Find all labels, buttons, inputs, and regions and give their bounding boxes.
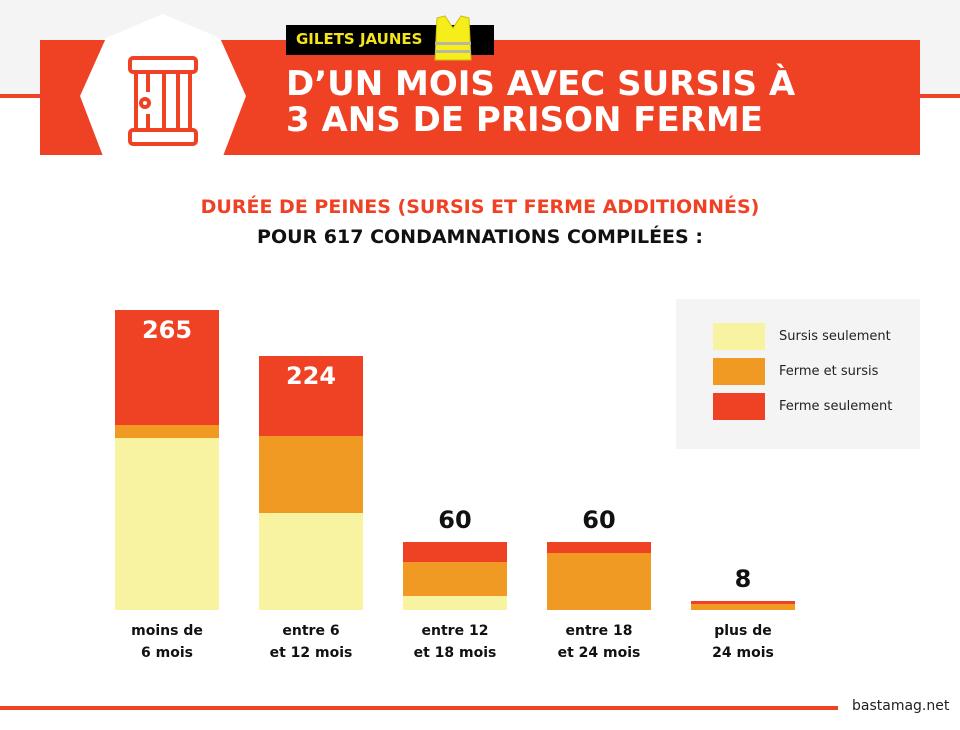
prison-door-icon bbox=[80, 14, 246, 164]
bar-segment bbox=[547, 542, 651, 554]
bar-segment bbox=[403, 596, 507, 610]
x-tick-label-line: 24 mois bbox=[712, 645, 774, 661]
data-label: 60 bbox=[582, 506, 616, 535]
bar-segment bbox=[547, 553, 651, 610]
data-label: 8 bbox=[734, 564, 752, 593]
x-tick-label: entre 18 et 24 mois bbox=[527, 620, 671, 664]
data-label: 60 bbox=[438, 506, 472, 535]
legend-item-ferme-sursis: Ferme et sursis bbox=[713, 358, 878, 385]
x-tick-label-line: entre 18 bbox=[565, 623, 633, 639]
data-label: 224 bbox=[285, 362, 337, 391]
x-tick-label-line: et 24 mois bbox=[557, 645, 641, 661]
x-tick-label-line: entre 6 bbox=[282, 623, 340, 639]
bar-segment bbox=[403, 562, 507, 597]
x-tick-label: entre 12 et 18 mois bbox=[383, 620, 527, 664]
legend-item-ferme: Ferme seulement bbox=[713, 393, 892, 420]
yellow-vest-icon bbox=[434, 15, 472, 61]
x-tick-label-line: et 18 mois bbox=[413, 645, 497, 661]
x-tick-label: moins de 6 mois bbox=[95, 620, 239, 664]
bar-segment bbox=[115, 310, 219, 426]
x-tick-label-line: plus de bbox=[714, 623, 772, 639]
bar-segment bbox=[259, 435, 363, 513]
x-tick-label: entre 6 et 12 mois bbox=[239, 620, 383, 664]
legend-swatch bbox=[713, 358, 765, 385]
legend-swatch bbox=[713, 393, 765, 420]
bar-segment bbox=[115, 437, 219, 610]
chart-legend: Sursis seulement Ferme et sursis Ferme s… bbox=[676, 299, 920, 449]
bar-segment bbox=[115, 425, 219, 438]
x-tick-label-line: et 12 mois bbox=[269, 645, 353, 661]
chart-title: DURÉE DE PEINES (SURSIS ET FERME ADDITIO… bbox=[200, 196, 760, 218]
bar-segment bbox=[691, 604, 795, 610]
bar-segment bbox=[403, 542, 507, 563]
legend-swatch bbox=[713, 323, 765, 350]
data-label: 265 bbox=[141, 316, 193, 344]
bar-segment bbox=[259, 356, 363, 436]
header-rule-right bbox=[920, 94, 960, 98]
bar-segment bbox=[259, 512, 363, 610]
footer-rule bbox=[0, 706, 838, 710]
legend-item-sursis: Sursis seulement bbox=[713, 323, 891, 350]
x-tick-label-line: entre 12 bbox=[421, 623, 489, 639]
x-tick-label-line: moins de bbox=[131, 623, 203, 639]
header-rule-left bbox=[0, 94, 40, 98]
source-label: bastamag.net bbox=[852, 698, 950, 714]
x-tick-label-line: 6 mois bbox=[141, 645, 193, 661]
bar-segment bbox=[691, 600, 795, 605]
x-tick-label: plus de 24 mois bbox=[671, 620, 815, 664]
chart-subtitle: POUR 617 CONDAMNATIONS COMPILÉES : bbox=[257, 226, 703, 248]
